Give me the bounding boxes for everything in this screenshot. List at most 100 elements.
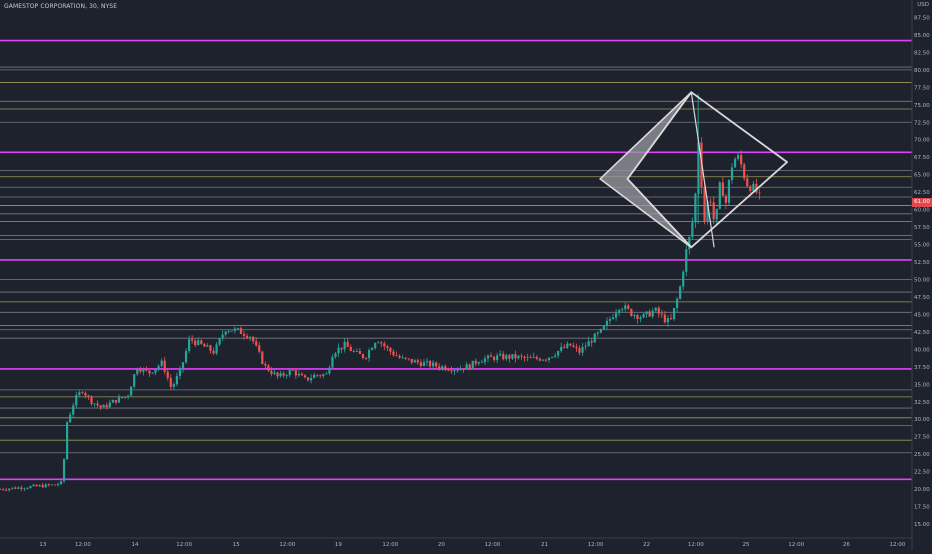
price-tick-label: 75.00	[914, 103, 930, 109]
candle-body	[428, 361, 432, 367]
candle-body	[346, 341, 349, 347]
candle-body	[733, 159, 737, 168]
candle-body	[493, 356, 496, 360]
candle-body	[444, 366, 447, 370]
candle-body	[69, 414, 72, 423]
price-tick-label: 67.50	[914, 155, 930, 161]
candle-body	[84, 392, 87, 396]
candle-body	[154, 369, 157, 373]
candle-body	[672, 307, 676, 320]
candle-body	[624, 305, 627, 310]
candle-body	[285, 375, 288, 377]
candle-body	[157, 365, 160, 370]
candle-body	[474, 360, 477, 364]
candle-body	[462, 368, 465, 370]
price-tick-label: 77.50	[914, 85, 930, 91]
candle-body	[566, 343, 569, 348]
candle-body	[316, 374, 319, 376]
candle-body	[550, 356, 554, 358]
candle-body	[371, 348, 374, 351]
candle-body	[66, 422, 69, 460]
time-tick-label: 12:00	[75, 542, 91, 548]
candle-body	[169, 377, 172, 387]
candle-body	[358, 351, 361, 354]
candle-body	[206, 345, 209, 347]
price-tick-label: 80.00	[914, 68, 930, 74]
time-tick-label: 14	[131, 542, 138, 548]
candle-body	[81, 392, 84, 394]
price-tick-label: 22.50	[914, 470, 930, 476]
candle-body	[648, 311, 651, 317]
candle-body	[703, 187, 706, 222]
candle-body	[151, 372, 154, 374]
candle-body	[133, 374, 136, 387]
candle-body	[212, 350, 215, 354]
candle-body	[188, 339, 191, 352]
candle-body	[239, 328, 243, 334]
candle-body	[587, 341, 590, 347]
candle-body	[17, 487, 20, 489]
candle-body	[557, 350, 560, 356]
candle-body	[233, 328, 236, 331]
candle-body	[334, 353, 337, 357]
candle-body	[645, 311, 648, 315]
candle-body	[389, 347, 392, 352]
candle-body	[419, 362, 422, 366]
candle-body	[615, 313, 618, 318]
candle-body	[261, 351, 264, 364]
candle-body	[242, 333, 246, 336]
price-tick-label: 52.50	[914, 260, 930, 266]
candle-body	[538, 358, 541, 361]
candle-body	[441, 366, 444, 369]
candle-body	[688, 236, 691, 250]
candle-body	[755, 183, 758, 193]
candle-body	[535, 356, 538, 359]
candle-body	[496, 355, 499, 360]
time-axis: 13 12:00 14 12:00 15 12:00 19 12:00 20 12:00 21 12:…	[39, 542, 905, 548]
candle-body	[706, 201, 709, 222]
candle-body	[605, 320, 609, 326]
candle-body	[520, 355, 523, 357]
candle-body	[398, 355, 401, 358]
candle-body	[166, 371, 169, 378]
candle-body	[297, 373, 300, 376]
candle-body	[459, 368, 462, 371]
candle-body	[340, 347, 343, 350]
candle-body	[291, 369, 294, 371]
candle-body	[709, 201, 712, 203]
candle-body	[53, 484, 56, 486]
candle-body	[657, 307, 660, 314]
time-tick-label: 13	[39, 542, 46, 548]
candle-body	[453, 370, 456, 372]
candle-body	[593, 333, 596, 343]
candle-body	[523, 356, 526, 359]
candle-body	[303, 375, 307, 378]
candle-body	[215, 344, 218, 354]
candle-body	[5, 489, 8, 491]
candle-body	[682, 271, 685, 287]
candle-body	[489, 355, 493, 357]
candle-body	[139, 369, 142, 372]
price-axis: 15.00 17.50 20.00 22.50 25.00 27.50 30.00 32.50…	[914, 15, 930, 528]
candle-body	[56, 484, 60, 486]
candle-body	[294, 370, 297, 376]
price-tick-label: 82.50	[914, 50, 930, 56]
candle-body	[560, 346, 563, 351]
candle-body	[746, 178, 749, 187]
candle-body	[651, 310, 654, 317]
candle-body	[547, 357, 551, 360]
candle-body	[578, 348, 581, 353]
candle-body	[111, 399, 114, 403]
time-tick-label: 25	[743, 542, 750, 548]
candle-body	[392, 351, 395, 356]
price-tick-label: 50.00	[914, 277, 930, 283]
candle-body	[529, 357, 532, 359]
candle-body	[676, 298, 679, 308]
candle-body	[630, 308, 633, 316]
candle-body	[181, 362, 185, 369]
candle-body	[209, 345, 212, 351]
candle-body	[184, 351, 188, 363]
candle-body	[636, 314, 639, 319]
